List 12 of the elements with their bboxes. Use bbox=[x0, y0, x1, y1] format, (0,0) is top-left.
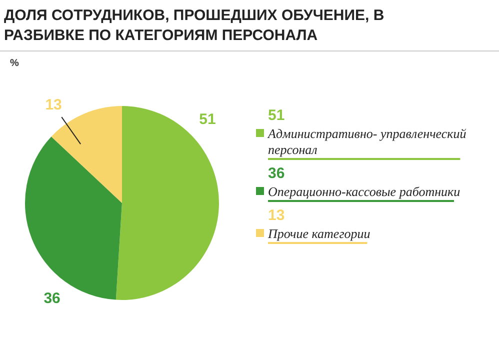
data-label: 36 bbox=[44, 290, 60, 308]
chart-title: ДОЛЯ СОТРУДНИКОВ, ПРОШЕДШИХ ОБУЧЕНИЕ, В РАЗБИВКЕ ПО КАТЕГОРИЯМ ПЕРСОНАЛА bbox=[4, 7, 384, 44]
legend-label: Административно- управленческий персонал bbox=[267, 126, 467, 157]
pie-slice bbox=[116, 106, 219, 300]
data-label: 13 bbox=[45, 96, 62, 114]
legend-label: Операционно-кассовые работники bbox=[268, 184, 461, 199]
text: 51 bbox=[268, 107, 285, 124]
chart-subtitle: % bbox=[10, 58, 19, 69]
text: 36 bbox=[268, 165, 285, 182]
data-label: 51 bbox=[199, 111, 216, 128]
text: 13 bbox=[268, 207, 285, 224]
legend-label: Прочие категории bbox=[267, 226, 371, 241]
